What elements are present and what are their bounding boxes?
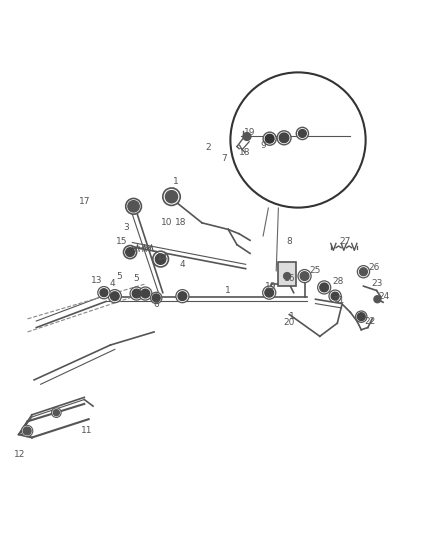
Text: 4: 4 [179,260,185,269]
Circle shape [127,200,139,212]
Text: 28: 28 [332,277,343,286]
Circle shape [130,287,143,300]
Circle shape [328,290,340,302]
Circle shape [125,248,134,256]
Circle shape [264,288,273,297]
Circle shape [319,283,328,292]
Circle shape [297,270,311,282]
Text: 13: 13 [91,276,102,285]
Circle shape [298,130,306,138]
Text: 8: 8 [286,237,292,246]
Circle shape [300,272,308,280]
Circle shape [165,191,177,203]
Circle shape [53,409,59,416]
Text: 3: 3 [123,223,128,232]
Circle shape [162,188,180,205]
Circle shape [178,292,186,301]
Text: 19: 19 [244,127,255,136]
Circle shape [359,268,367,276]
Text: 9: 9 [260,141,265,150]
Circle shape [262,286,275,299]
Circle shape [98,287,110,299]
Text: 19: 19 [265,281,276,290]
Text: 25: 25 [308,266,320,276]
Circle shape [243,133,251,140]
Circle shape [100,289,108,296]
Text: 22: 22 [364,317,375,326]
Circle shape [125,198,141,214]
Text: 5: 5 [133,274,138,283]
Text: 27: 27 [339,237,350,246]
Text: 12: 12 [14,450,25,459]
Text: 4: 4 [110,279,115,288]
Circle shape [141,289,149,298]
Circle shape [262,132,276,145]
Circle shape [21,425,33,437]
Text: 26: 26 [368,263,379,272]
Circle shape [230,72,365,208]
Circle shape [110,292,119,301]
Circle shape [276,131,290,145]
Circle shape [357,313,364,320]
Circle shape [108,289,121,303]
Text: 10: 10 [160,217,172,227]
Text: 11: 11 [81,425,92,434]
Circle shape [279,133,288,143]
Circle shape [155,254,166,264]
Text: 20: 20 [283,318,294,327]
Circle shape [373,296,380,303]
Text: 14: 14 [157,253,168,262]
Circle shape [132,289,141,298]
Text: 7: 7 [220,154,226,163]
Circle shape [176,289,188,303]
Text: 18: 18 [174,219,186,228]
Circle shape [283,272,290,280]
Circle shape [23,427,31,435]
Text: 1: 1 [173,177,178,186]
Circle shape [152,251,168,267]
Text: 23: 23 [371,279,382,288]
Text: 24: 24 [378,292,389,301]
Text: 18: 18 [239,148,250,157]
Circle shape [357,265,369,278]
Circle shape [51,408,61,417]
Circle shape [265,134,273,143]
Text: 1: 1 [225,286,230,295]
Text: 21: 21 [333,296,344,305]
Circle shape [330,292,338,300]
Text: 17: 17 [78,197,90,206]
Text: 16: 16 [283,274,294,283]
Circle shape [123,246,136,259]
Text: 15: 15 [115,237,127,246]
Circle shape [150,292,162,304]
Circle shape [317,281,330,294]
Circle shape [138,287,152,300]
Text: 6: 6 [153,301,159,309]
Circle shape [296,127,308,140]
Text: 5: 5 [116,272,122,280]
Text: 2: 2 [205,143,211,152]
FancyBboxPatch shape [278,262,295,286]
Text: 1: 1 [288,312,294,321]
Circle shape [152,294,160,302]
Circle shape [355,311,366,322]
